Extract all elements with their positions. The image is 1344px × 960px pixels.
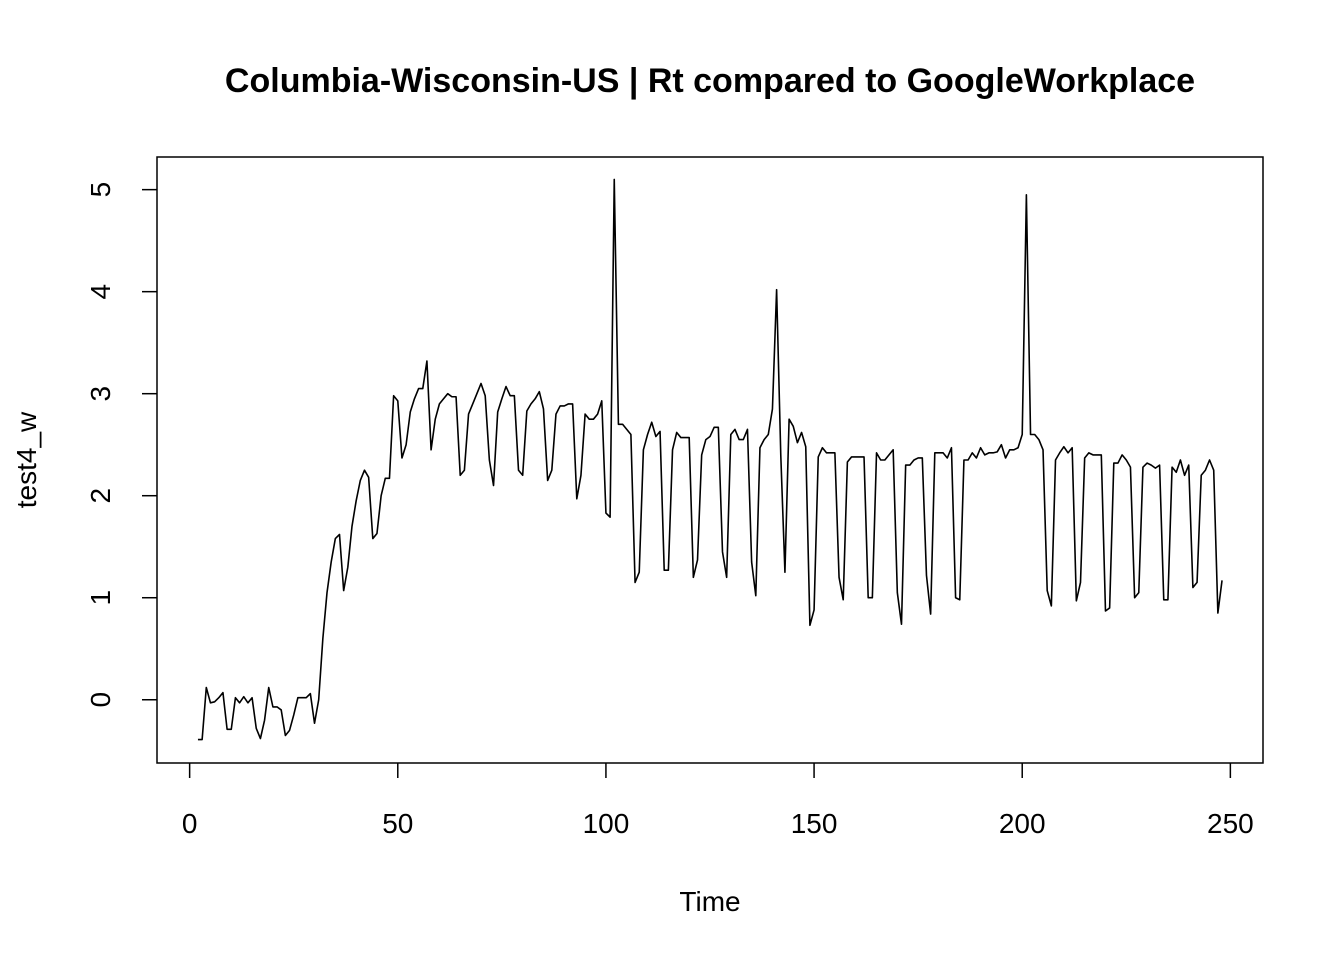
x-tick-label: 200 <box>999 808 1046 839</box>
x-tick-label: 100 <box>583 808 630 839</box>
x-tick-label: 150 <box>791 808 838 839</box>
y-tick-label: 1 <box>85 590 116 606</box>
plot-box <box>156 156 1264 764</box>
chart-title: Columbia-Wisconsin-US | Rt compared to G… <box>225 62 1195 100</box>
y-tick-label: 4 <box>85 284 116 300</box>
y-tick-label: 2 <box>85 488 116 504</box>
y-tick-label: 5 <box>85 182 116 198</box>
y-tick-label: 3 <box>85 386 116 402</box>
y-axis-label: test4_w <box>11 411 42 508</box>
x-tick-label: 50 <box>382 808 413 839</box>
x-tick-label: 0 <box>182 808 198 839</box>
data-line <box>197 178 1223 741</box>
x-tick-label: 250 <box>1207 808 1254 839</box>
y-tick-label: 0 <box>85 692 116 708</box>
x-axis-label: Time <box>679 886 740 917</box>
